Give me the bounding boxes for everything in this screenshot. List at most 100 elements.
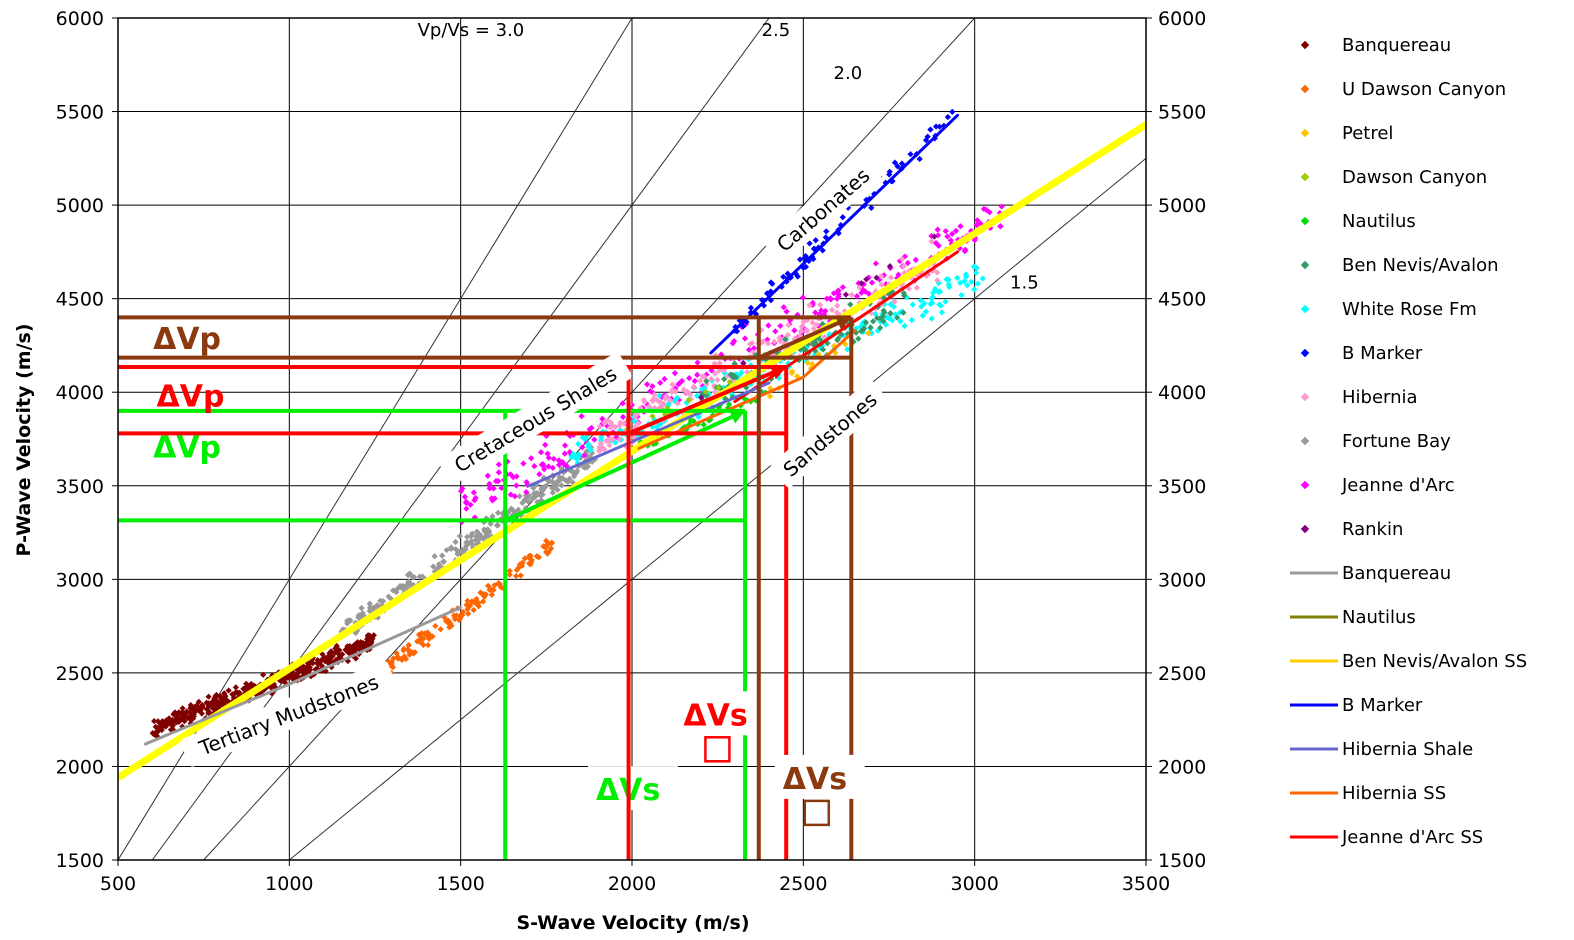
scatter-point xyxy=(510,474,517,481)
scatter-point xyxy=(823,228,830,235)
legend-label: B Marker xyxy=(1342,343,1423,364)
scatter-point xyxy=(927,126,934,133)
scatter-point xyxy=(973,269,980,276)
scatter-point xyxy=(498,484,505,492)
legend-label: Nautilus xyxy=(1342,211,1416,232)
scatter-point xyxy=(685,396,692,404)
scatter-point xyxy=(676,379,683,387)
scatter-point xyxy=(464,533,471,540)
scatter-point xyxy=(784,270,791,277)
legend-label: Petrel xyxy=(1342,123,1393,144)
scatter-point xyxy=(919,312,926,319)
trend-line xyxy=(733,250,960,404)
scatter-point xyxy=(484,472,491,479)
scatter-point xyxy=(842,291,850,298)
scatter-point xyxy=(997,223,1004,230)
scatter-point xyxy=(542,544,549,551)
scatter-point xyxy=(964,282,971,289)
legend-label: Rankin xyxy=(1342,519,1403,540)
scatter-point xyxy=(513,482,520,489)
scatter-point xyxy=(352,646,359,653)
scatter-point xyxy=(432,622,439,630)
scatter-point xyxy=(930,289,937,296)
trend-line xyxy=(118,121,1146,782)
scatter-point xyxy=(562,476,569,484)
y2-tick-label: 3000 xyxy=(1158,569,1206,591)
scatter-point xyxy=(907,151,914,158)
scatter-point xyxy=(691,377,698,385)
x-axis-label: S-Wave Velocity (m/s) xyxy=(516,912,749,934)
y2-tick-label: 1500 xyxy=(1158,850,1206,872)
legend-label: Ben Nevis/Avalon xyxy=(1342,255,1499,276)
scatter-point xyxy=(804,327,811,334)
scatter-point xyxy=(868,330,875,337)
y-tick-label: 3000 xyxy=(56,569,104,591)
scatter-point xyxy=(232,684,239,691)
y-tick-label: 5500 xyxy=(56,102,104,124)
legend-label: Jeanne d'Arc SS xyxy=(1341,827,1483,848)
scatter-point xyxy=(932,123,940,130)
scatter-point xyxy=(542,441,549,448)
scatter-point xyxy=(938,309,946,316)
y-tick-label: 2000 xyxy=(56,756,104,778)
scatter-point xyxy=(475,536,483,543)
scatter-point xyxy=(672,388,679,395)
scatter-point xyxy=(463,601,470,608)
delta-arrow-head xyxy=(729,410,746,424)
scatter-point xyxy=(294,670,301,677)
scatter-point xyxy=(963,273,970,280)
scatter-point xyxy=(461,493,469,500)
scatter-point xyxy=(586,426,593,433)
scatter-point xyxy=(467,533,475,540)
scatter-point xyxy=(465,610,472,617)
scatter-point xyxy=(457,612,464,620)
scatter-point xyxy=(431,553,438,560)
scatter-point xyxy=(344,617,351,625)
scatter-point xyxy=(802,263,809,270)
scatter-point xyxy=(928,315,935,322)
legend-marker xyxy=(1300,304,1310,314)
y-tick-label: 6000 xyxy=(56,8,104,30)
scatter-point xyxy=(900,309,907,316)
y2-tick-label: 5000 xyxy=(1158,195,1206,217)
legend-marker xyxy=(1300,216,1310,226)
scatter-point xyxy=(289,672,296,679)
scatter-point xyxy=(521,497,528,504)
scatter-point xyxy=(521,555,529,562)
scatter-point xyxy=(750,345,758,352)
scatter-point xyxy=(880,307,887,314)
scatter-point xyxy=(643,381,651,388)
scatter-point xyxy=(971,286,978,293)
y-tick-label: 5000 xyxy=(56,195,104,217)
scatter-point xyxy=(887,301,894,308)
scatter-point xyxy=(533,553,540,560)
x-tick-label: 1500 xyxy=(436,873,484,895)
scatter-point xyxy=(492,477,500,485)
scatter-point xyxy=(332,649,339,656)
delta-arrow xyxy=(757,315,853,360)
scatter-point xyxy=(463,505,470,512)
scatter-point xyxy=(867,324,874,331)
scatter-point xyxy=(696,377,704,384)
vpvs-label: 2.0 xyxy=(834,63,863,84)
scatter-point xyxy=(635,420,642,427)
scatter-point xyxy=(370,604,377,611)
scatter-point xyxy=(912,256,919,263)
scatter-point xyxy=(393,654,401,661)
scatter-point xyxy=(937,302,945,309)
scatter-point xyxy=(671,370,679,377)
scatter-point xyxy=(909,301,916,308)
scatter-point xyxy=(485,528,493,535)
legend-marker xyxy=(1300,172,1310,182)
x-tick-label: 3000 xyxy=(950,873,998,895)
scatter-point xyxy=(609,436,617,443)
scatter-point xyxy=(218,699,226,706)
y2-tick-label: 2500 xyxy=(1158,663,1206,685)
scatter-point xyxy=(690,384,697,391)
scatter-point xyxy=(569,479,576,486)
scatter-point xyxy=(420,635,427,642)
x-tick-label: 1000 xyxy=(265,873,313,895)
scatter-point xyxy=(674,400,681,407)
scatter-point xyxy=(809,319,816,326)
